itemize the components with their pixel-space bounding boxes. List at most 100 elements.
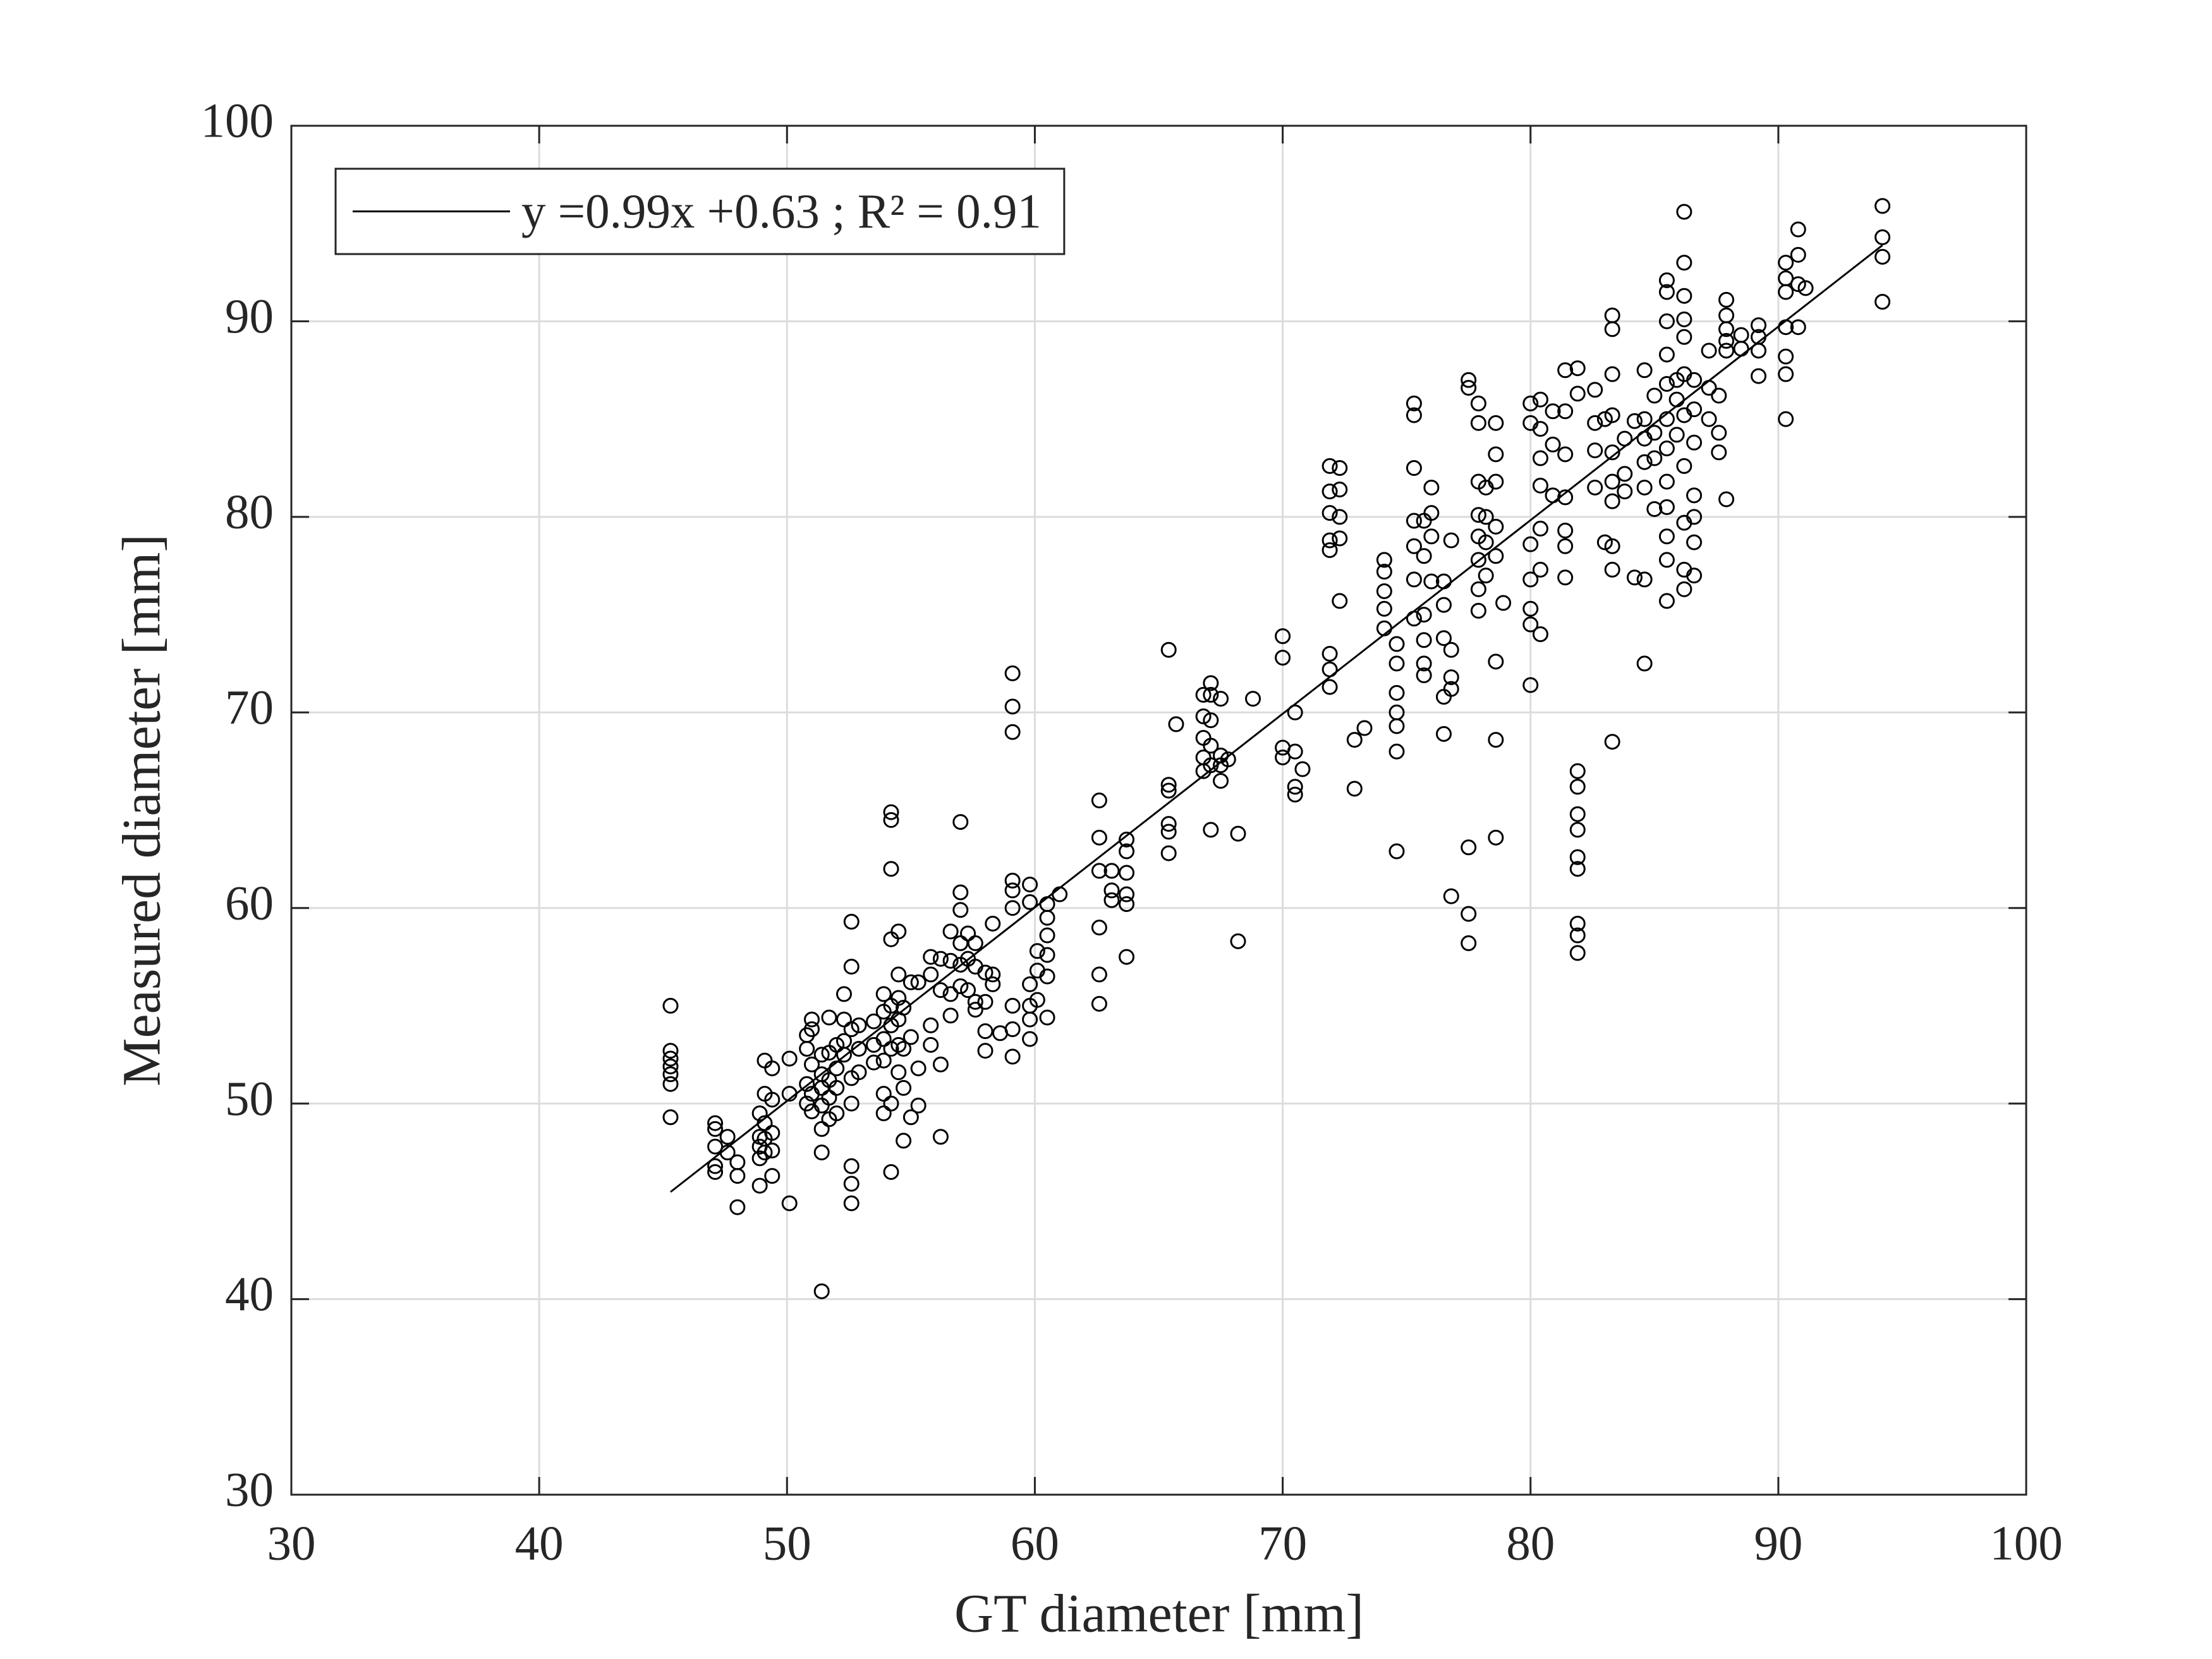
scatter-point <box>1875 198 1891 214</box>
scatter-point <box>1203 738 1219 754</box>
scatter-point <box>1676 255 1692 271</box>
scatter-point <box>1778 366 1794 382</box>
scatter-point <box>942 986 959 1002</box>
scatter-point <box>1195 686 1212 703</box>
y-tick-label: 60 <box>225 875 274 930</box>
scatter-point <box>1557 523 1574 539</box>
scatter-point <box>1587 442 1603 459</box>
scatter-point <box>1658 272 1675 288</box>
scatter-point <box>1275 650 1291 666</box>
scatter-point <box>813 1145 830 1160</box>
scatter-point <box>883 1041 899 1057</box>
scatter-point <box>1488 732 1504 748</box>
scatter-point <box>1604 493 1620 509</box>
scatter-point <box>1322 458 1338 474</box>
scatter-point <box>875 1105 892 1122</box>
scatter-point <box>1701 411 1717 427</box>
scatter-point <box>836 986 852 1002</box>
scatter-point <box>1522 536 1539 552</box>
scatter-point <box>875 986 892 1002</box>
scatter-point <box>1022 877 1038 893</box>
scatter-point <box>1004 724 1021 740</box>
scatter-point <box>1488 518 1504 535</box>
scatter-point <box>1346 781 1363 797</box>
scatter-point <box>851 1064 867 1081</box>
scatter-point <box>1376 600 1392 617</box>
scatter-point <box>1470 581 1486 597</box>
scatter-point <box>1039 968 1055 985</box>
scatter-point <box>1004 997 1021 1014</box>
scatter-point <box>1778 411 1794 427</box>
scatter-point <box>1203 822 1219 838</box>
scatter-point <box>821 1009 837 1026</box>
scatter-point <box>1778 348 1794 365</box>
scatter-point <box>1203 675 1219 691</box>
scatter-point <box>1636 362 1653 379</box>
scatter-point <box>1332 593 1348 609</box>
scatter-point <box>952 935 969 951</box>
scatter-point <box>836 1047 852 1063</box>
scatter-point <box>1322 645 1338 662</box>
scatter-point <box>1569 915 1586 932</box>
scatter-point <box>1389 636 1405 652</box>
scatter-point <box>707 1138 724 1155</box>
scatter-point <box>1416 632 1432 648</box>
scatter-point <box>1676 311 1692 327</box>
scatter-point <box>1668 427 1685 443</box>
scatter-point <box>1195 708 1212 724</box>
scatter-point <box>1103 882 1120 899</box>
scatter-point <box>1522 600 1539 617</box>
scatter-point <box>1478 509 1494 525</box>
scatter-point <box>1676 458 1692 474</box>
scatter-point <box>829 1079 845 1096</box>
scatter-point <box>1416 667 1432 683</box>
x-tick-label: 60 <box>1011 1516 1059 1571</box>
scatter-point <box>890 1036 907 1053</box>
scatter-point <box>1389 684 1405 701</box>
scatter-point <box>967 994 983 1010</box>
scatter-point <box>1875 229 1891 245</box>
scatter-point <box>1406 513 1422 529</box>
scatter-point <box>1039 927 1055 944</box>
scatter-point <box>902 1109 919 1126</box>
scatter-point <box>1332 509 1348 525</box>
x-tick-label: 40 <box>515 1516 564 1571</box>
scatter-point <box>1658 473 1675 490</box>
scatter-point <box>1604 444 1620 461</box>
scatter-point <box>1658 593 1675 609</box>
scatter-point <box>764 1125 781 1141</box>
scatter-point <box>1029 992 1045 1008</box>
scatter-point <box>1790 276 1806 293</box>
scatter-point <box>923 966 939 983</box>
scatter-point <box>985 966 1001 983</box>
scatter-point <box>1332 460 1348 476</box>
scatter-point <box>1557 569 1574 586</box>
scatter-point <box>1322 483 1338 500</box>
scatter-point <box>1532 626 1548 643</box>
scatter-point <box>1416 548 1432 564</box>
scatter-point <box>910 1097 927 1114</box>
scatter-point <box>1119 831 1135 848</box>
scatter-point <box>1004 882 1021 899</box>
scatter-point <box>662 1043 679 1059</box>
scatter-point <box>1750 368 1766 384</box>
scatter-point <box>1287 779 1303 795</box>
scatter-point <box>719 1129 736 1145</box>
legend: y =0.99x +0.63 ; R² = 0.91 <box>334 167 1066 255</box>
ticks: 30 40 50 60 70 80 90 100 30 40 50 60 70 80 90 100 <box>201 94 2063 1571</box>
scatter-point <box>764 1060 781 1076</box>
y-tick-label: 50 <box>225 1071 274 1126</box>
scatter-point <box>875 1031 892 1047</box>
scatter-point <box>977 994 994 1010</box>
scatter-point <box>1356 720 1373 736</box>
scatter-point <box>1569 763 1586 779</box>
scatter-point <box>1532 520 1548 537</box>
scatter-point <box>707 1164 724 1180</box>
scatter-point <box>910 1060 927 1076</box>
scatter-point <box>1275 749 1291 765</box>
scatter-point <box>1103 892 1120 908</box>
scatter-point <box>1686 487 1703 504</box>
scatter-point <box>890 1064 907 1081</box>
x-tick-label: 100 <box>1990 1516 2063 1571</box>
